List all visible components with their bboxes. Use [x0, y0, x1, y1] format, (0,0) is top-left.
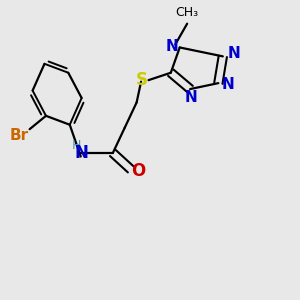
Text: N: N	[166, 39, 179, 54]
Text: N: N	[75, 144, 88, 162]
Text: CH₃: CH₃	[176, 6, 199, 19]
Text: S: S	[136, 70, 148, 88]
Text: N: N	[221, 77, 234, 92]
Text: N: N	[228, 46, 241, 62]
Text: Br: Br	[10, 128, 29, 142]
Text: N: N	[184, 90, 197, 105]
Text: O: O	[131, 162, 145, 180]
Text: H: H	[72, 139, 81, 152]
